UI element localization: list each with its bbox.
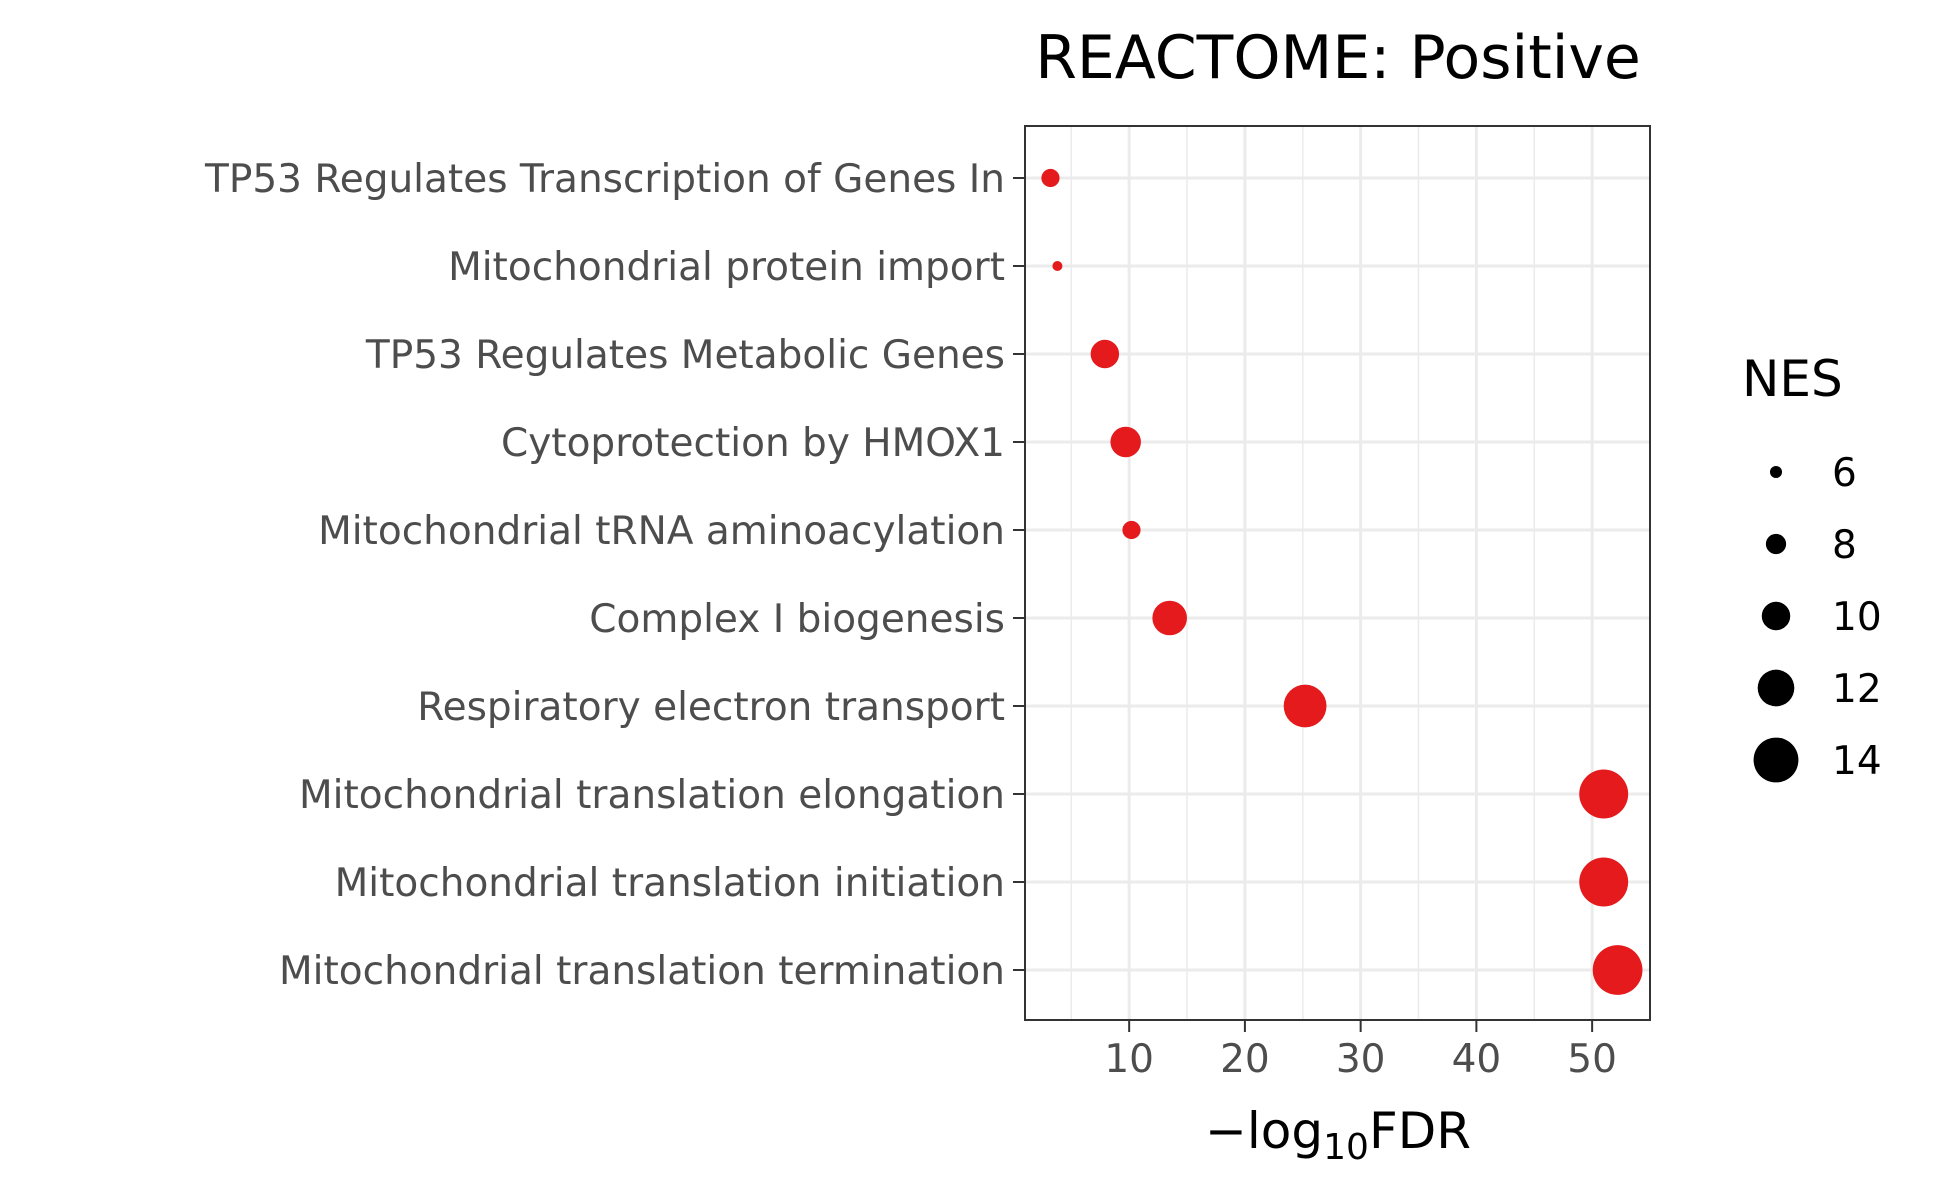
legend-label: 10: [1832, 595, 1882, 640]
x-tick-label: 50: [1567, 1037, 1617, 1082]
x-tick-label: 10: [1104, 1037, 1154, 1082]
x-axis-label: −log10FDR: [1205, 1102, 1471, 1168]
legend-title: NES: [1742, 350, 1843, 408]
plot-border: [1024, 125, 1651, 1021]
x-axis-label-subscript: 10: [1323, 1127, 1369, 1168]
x-tick-label: 20: [1220, 1037, 1270, 1082]
x-tick-label: 40: [1452, 1037, 1502, 1082]
legend-key: [1761, 601, 1791, 631]
data-point: [1592, 945, 1643, 995]
data-point: [1283, 684, 1327, 728]
chart-title: REACTOME: Positive: [1035, 23, 1641, 93]
y-tick-label: Mitochondrial translation initiation: [335, 861, 1005, 906]
legend-key: [1765, 533, 1787, 555]
data-point: [1110, 426, 1141, 458]
x-axis-label-prefix: −log: [1205, 1102, 1323, 1160]
legend-label: 14: [1832, 739, 1882, 784]
data-point: [1052, 261, 1063, 271]
legend-label: 12: [1832, 667, 1882, 712]
legend-key: [1769, 465, 1783, 479]
data-points: [1041, 168, 1643, 995]
y-tick-label: Complex I biogenesis: [589, 597, 1005, 642]
data-point: [1041, 168, 1060, 188]
y-tick-label: TP53 Regulates Metabolic Genes: [365, 333, 1005, 378]
x-tick-label: 30: [1336, 1037, 1386, 1082]
legend-key: [1757, 669, 1795, 707]
y-axis: TP53 Regulates Transcription of Genes In…: [204, 157, 1025, 994]
y-tick-label: Cytoprotection by HMOX1: [501, 421, 1005, 466]
y-tick-label: Mitochondrial translation elongation: [299, 773, 1005, 818]
data-point: [1152, 600, 1187, 636]
y-tick-label: Mitochondrial translation termination: [279, 949, 1005, 994]
legend-label: 6: [1832, 451, 1857, 496]
data-point: [1090, 339, 1120, 369]
x-axis: 10 20 30 40 50: [1104, 1020, 1617, 1082]
y-tick-label: Mitochondrial protein import: [448, 245, 1005, 290]
y-tick-label: Mitochondrial tRNA aminoacylation: [318, 509, 1005, 554]
legend: NES 6 8 10 12 14: [1742, 350, 1882, 784]
legend-label: 8: [1832, 523, 1857, 568]
data-point: [1122, 520, 1141, 540]
plot-panel: [1025, 126, 1650, 1020]
data-point: [1579, 857, 1629, 907]
x-axis-label-suffix: FDR: [1369, 1102, 1471, 1160]
data-point: [1579, 769, 1629, 819]
y-tick-label: TP53 Regulates Transcription of Genes In: [204, 157, 1005, 202]
plot-background: [1025, 126, 1650, 1020]
y-tick-label: Respiratory electron transport: [417, 685, 1005, 730]
legend-key: [1753, 737, 1799, 783]
